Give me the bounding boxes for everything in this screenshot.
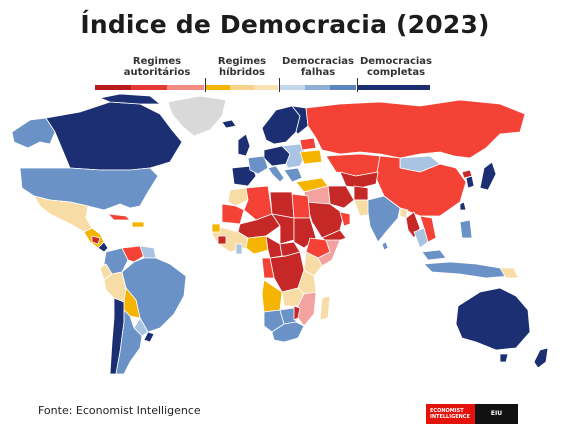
eiu-logo: ECONOMIST INTELLIGENCE EIU bbox=[426, 404, 518, 424]
legend-swatch-hybrid-2 bbox=[230, 85, 254, 90]
region-indonesia bbox=[423, 261, 511, 279]
region-spain-portugal bbox=[231, 165, 257, 187]
region-greenland bbox=[167, 95, 227, 137]
legend-swatch-auth-3 bbox=[167, 85, 204, 90]
region-russia bbox=[305, 99, 526, 159]
eiu-logo-red: ECONOMIST INTELLIGENCE bbox=[426, 404, 475, 424]
world-map bbox=[11, 93, 549, 375]
legend-swatch-auth-1 bbox=[95, 85, 131, 90]
legend-swatch-hybrid-3 bbox=[254, 85, 278, 90]
region-costa-rica bbox=[97, 241, 109, 253]
region-uk bbox=[237, 133, 251, 157]
region-afghanistan bbox=[353, 185, 369, 201]
region-senegal bbox=[211, 223, 221, 233]
region-australia bbox=[455, 287, 531, 351]
region-north-korea bbox=[461, 169, 473, 179]
legend-divider bbox=[205, 78, 206, 92]
region-canada bbox=[45, 101, 183, 171]
region-sri-lanka bbox=[381, 241, 389, 251]
region-ukraine bbox=[299, 149, 323, 165]
region-alaska bbox=[11, 117, 56, 149]
legend-swatch-auth-2 bbox=[131, 85, 167, 90]
region-malaysia bbox=[421, 249, 447, 261]
region-india bbox=[367, 195, 401, 243]
legend-flawed-label: Democracias falhas bbox=[281, 56, 355, 78]
legend-hybrid-label: Regimes híbridos bbox=[217, 56, 267, 78]
region-argentina bbox=[115, 309, 143, 375]
region-algeria bbox=[243, 185, 273, 221]
region-bangladesh bbox=[399, 207, 409, 219]
region-egypt bbox=[291, 193, 311, 219]
region-iran bbox=[327, 185, 355, 209]
legend-swatch-flawed-1 bbox=[280, 85, 305, 90]
region-morocco bbox=[227, 187, 249, 207]
legend-full-label: Democracias completas bbox=[359, 56, 433, 78]
legend-swatch-hybrid-1 bbox=[206, 85, 230, 90]
region-kenya bbox=[303, 251, 323, 277]
legend-swatch-full bbox=[358, 85, 430, 90]
region-canada-islands bbox=[99, 93, 161, 105]
eiu-logo-black: EIU bbox=[475, 404, 518, 424]
legend-divider bbox=[357, 78, 358, 92]
region-gabon-congo bbox=[261, 257, 275, 279]
region-gulf bbox=[339, 211, 351, 227]
region-nigeria bbox=[245, 235, 269, 255]
legend-swatch-flawed-2 bbox=[305, 85, 330, 90]
region-ghana bbox=[235, 243, 243, 255]
region-belarus bbox=[299, 137, 317, 151]
region-madagascar bbox=[319, 295, 331, 321]
region-west-sahara bbox=[221, 203, 245, 225]
region-france bbox=[247, 155, 269, 175]
region-new-zealand bbox=[533, 347, 549, 369]
region-iceland bbox=[221, 119, 237, 129]
region-korea bbox=[465, 175, 475, 189]
region-chad bbox=[271, 213, 295, 245]
region-cuba bbox=[107, 213, 131, 221]
region-caribbean bbox=[131, 221, 145, 228]
region-venezuela bbox=[121, 245, 145, 263]
legend-authoritarian-label: Regimes autoritários bbox=[123, 56, 191, 78]
region-japan bbox=[479, 161, 497, 191]
region-south-africa bbox=[271, 321, 305, 343]
region-scandinavia bbox=[261, 105, 301, 145]
region-guinea bbox=[217, 235, 227, 245]
source-note: Fonte: Economist Intelligence bbox=[38, 404, 201, 417]
region-kazakhstan bbox=[325, 153, 381, 177]
legend-divider bbox=[279, 78, 280, 92]
region-nicaragua bbox=[91, 235, 101, 245]
region-balkans bbox=[283, 167, 303, 183]
page-title: Índice de Democracia (2023) bbox=[80, 10, 490, 39]
region-italy bbox=[267, 165, 285, 183]
region-zimbabwe bbox=[293, 305, 301, 321]
region-taiwan bbox=[459, 201, 467, 211]
region-png bbox=[499, 267, 519, 279]
region-tasmania bbox=[499, 353, 509, 363]
legend-swatch-flawed-3 bbox=[330, 85, 356, 90]
region-uruguay bbox=[143, 331, 155, 343]
region-vietnam-laos bbox=[419, 215, 437, 243]
region-philippines bbox=[459, 219, 473, 239]
